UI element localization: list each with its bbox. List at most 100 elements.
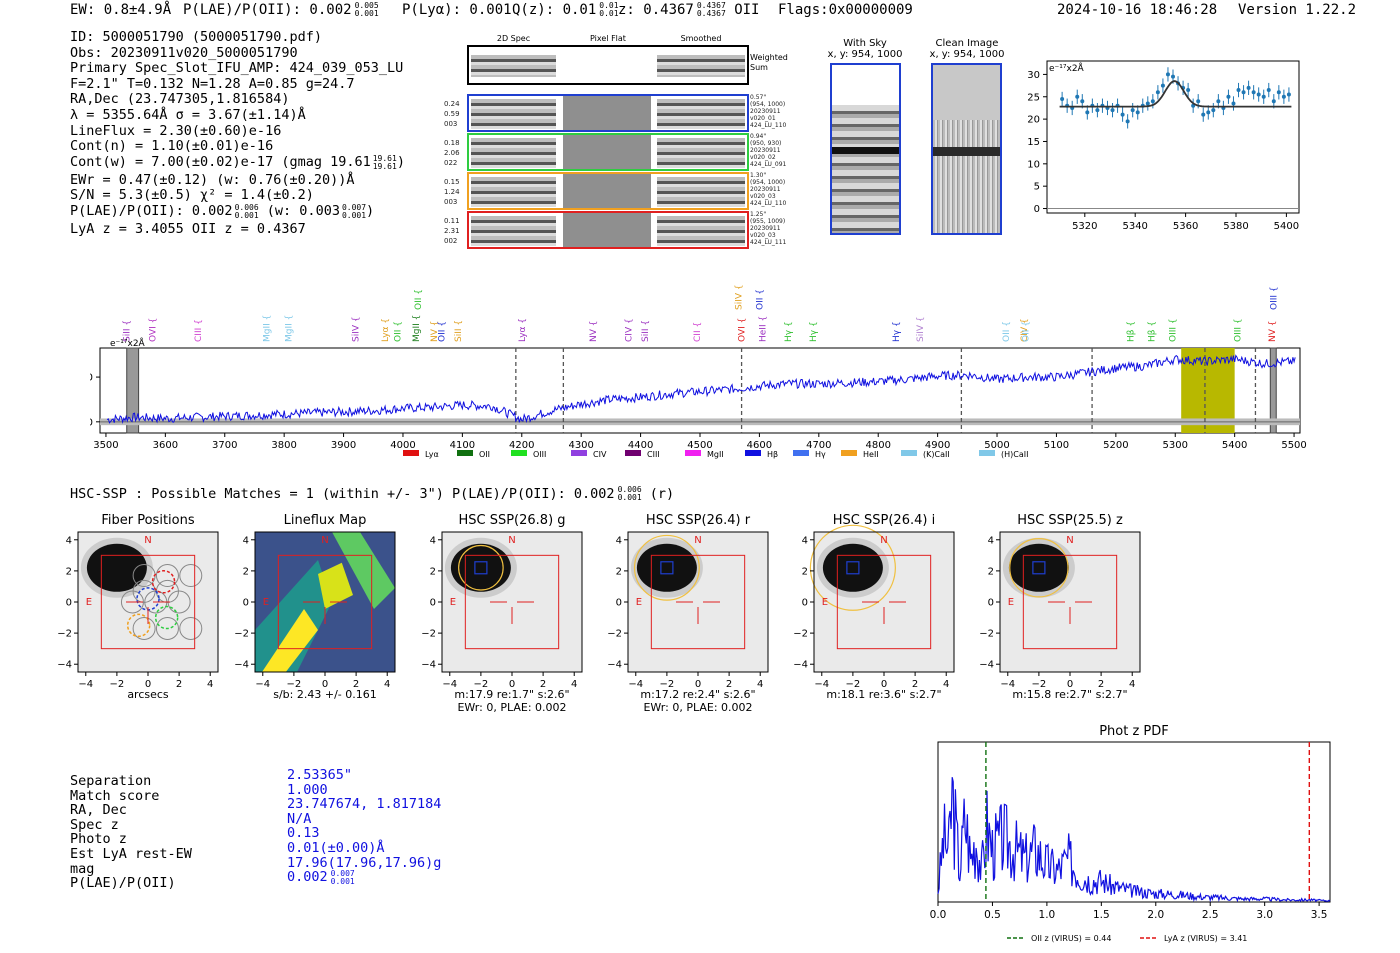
search-box: [1022, 554, 1118, 650]
legend-label: Lyα: [425, 450, 439, 459]
match-value: 1.000: [287, 781, 328, 798]
cutout-row-meta-line: (954, 1000): [750, 101, 786, 108]
legend-label: OII: [479, 450, 490, 459]
lineflux-region: [318, 562, 353, 609]
match-value: 0.002 0.007 0.001: [287, 869, 355, 887]
panel-xtick-label: −2: [1032, 679, 1047, 690]
panel-xtick-label: 2: [1098, 679, 1104, 690]
cutout-row-meta-line: 424_LU_091: [750, 161, 787, 168]
legend-swatch: [685, 450, 701, 456]
panel-ytick-label: 4: [66, 535, 72, 546]
zoom-unit-label: e⁻¹⁷x2Å: [1049, 62, 1085, 74]
panel-ytick-label: 4: [802, 535, 808, 546]
spectral-line-label: SiIV {: [351, 316, 361, 342]
full-xtick-label: 3800: [271, 440, 296, 451]
info-fiber-params: F=2.1" T=0.132 N=1.28 A=0.85 g=24.7: [70, 75, 355, 92]
aperture-circle: [633, 534, 700, 601]
zoom-data-point: [1241, 90, 1246, 95]
panel-ytick-label: 2: [430, 566, 436, 577]
zoom-data-point: [1120, 112, 1125, 117]
zoom-ytick-label: 25: [1027, 92, 1040, 103]
panel-ytick-label: 4: [243, 535, 249, 546]
spectral-line-label: OII {: [755, 289, 765, 310]
hsc-panel-caption: m:17.9 re:1.7" s:2.6": [454, 688, 570, 701]
full-xtick-label: 4800: [865, 440, 890, 451]
east-label: E: [263, 597, 269, 608]
legend-swatch: [571, 450, 587, 456]
cutout-row-meta-line: v020_03: [750, 193, 776, 200]
match-plae-lo: 0.001: [330, 877, 355, 887]
info-ewr: EWr = 0.47(±0.12) (w: 0.76(±0.20))Å: [70, 171, 355, 188]
photz-xtick-label: 1.5: [1093, 909, 1110, 921]
full-xtick-label: 5100: [1044, 440, 1069, 451]
spectral-line-label: Hβ {: [1147, 321, 1157, 342]
zoom-data-point: [1150, 99, 1155, 104]
panel-xtick-label: 0: [1067, 679, 1073, 690]
cutout-pixelflat: [563, 174, 651, 208]
zoom-spectrum-chart: e⁻¹⁷x2Å 5320 5340 5360 5380 5400 0 5 10 15 20 25 30: [1027, 60, 1300, 232]
zoom-data-point: [1256, 92, 1261, 97]
match-plae-bounds: 0.007 0.001: [331, 870, 355, 886]
hsc-panel-title: HSC SSP(26.4) r: [645, 513, 751, 528]
spectral-line-label: Hγ {: [809, 321, 819, 342]
panel-xtick-label: −2: [474, 679, 489, 690]
cutout-smoothed: [657, 138, 745, 168]
cutout-smoothed: [657, 177, 745, 207]
cutout-row-meta: 1.30" (954, 1000) 20230911 v020_03 424_LU_11…: [750, 172, 800, 207]
full-mask-bar: [126, 347, 140, 434]
panel-ytick-label: 4: [988, 535, 994, 546]
zoom-data-point: [1276, 90, 1281, 95]
hsc-panel-caption: m:18.1 re:3.6" s:2.7": [826, 688, 942, 701]
cutout-row-stat: 003: [444, 120, 458, 128]
spectral-line-label: CIV {: [625, 318, 635, 342]
info-sn: S/N = 5.3(±0.5) χ² = 1.4(±0.2): [70, 187, 314, 204]
source-core: [450, 543, 511, 592]
panel-xtick-label: −2: [660, 679, 675, 690]
aperture-circle: [1009, 538, 1069, 598]
search-box: [464, 554, 560, 650]
spectral-line-label: CIII {: [194, 319, 204, 342]
cutout-row-meta-line: 20230911: [750, 147, 781, 154]
panel-xtick-label: −4: [628, 679, 643, 690]
hsc-panel-title: HSC SSP(25.5) z: [1017, 513, 1123, 528]
legend-swatch: [511, 450, 527, 456]
match-value: 0.13: [287, 825, 320, 842]
cutout-row-frame: [467, 211, 749, 249]
zoom-xtick-label: 5400: [1274, 221, 1299, 232]
hsc-panel-row: Fiber Positions N E −4 −4 −2 −2 0 0 2 2 4 4 arcsecs Li…: [0, 510, 1400, 725]
hsc-summary: HSC-SSP : Possible Matches = 1 (within +…: [70, 485, 675, 503]
zoom-data-point: [1125, 119, 1130, 124]
cutout-row-stat: 0.15: [444, 178, 460, 186]
header-plya: P(Lyα): 0.001: [402, 2, 512, 18]
zoom-data-point: [1186, 88, 1191, 93]
panel-xtick-label: −4: [1000, 679, 1015, 690]
info-obs: Obs: 20230911v020_5000051790: [70, 44, 298, 61]
panel-ytick-label: −4: [421, 660, 436, 671]
zoom-ytick-label: 15: [1027, 137, 1040, 148]
hsc-panel-image: N E −4 −4 −2 −2 0 0 2 2 4 4: [607, 531, 769, 690]
zoom-data-point: [1075, 94, 1080, 99]
clean-image: [931, 63, 1002, 235]
spectral-line-label: OVI {: [738, 318, 748, 342]
cutout-col-smoothed: Smoothed: [680, 34, 722, 43]
search-box: [277, 554, 373, 650]
full-xtick-label: 4300: [568, 440, 593, 451]
full-xtick-label: 5400: [1222, 440, 1247, 451]
clean-image-title: Clean Image x, y: 954, 1000: [929, 38, 1005, 60]
full-xtick-label: 5300: [1163, 440, 1188, 451]
spectral-line-label: OII {: [394, 321, 404, 342]
legend-swatch: [745, 450, 761, 456]
photz-axes-frame: [937, 741, 1331, 903]
panel-xtick-label: −4: [442, 679, 457, 690]
cutout-row-meta: 0.94" (950, 930) 20230911 v020_02 424_LU_091: [750, 133, 800, 168]
photz-xtick-label: 2.0: [1147, 909, 1164, 921]
east-label: E: [636, 597, 642, 608]
panel-xtick-label: 4: [384, 679, 390, 690]
north-label: N: [144, 535, 151, 546]
photz-xtick-label: 0.5: [984, 909, 1001, 921]
legend-swatch: [625, 450, 641, 456]
cutout-row-stats: 0.18 2.06 022: [444, 138, 466, 168]
hsc-panel-caption-2: EWr: 0, PLAE: 0.002: [643, 701, 753, 714]
north-label: N: [508, 535, 515, 546]
spectral-line-label: HeII {: [758, 316, 768, 342]
